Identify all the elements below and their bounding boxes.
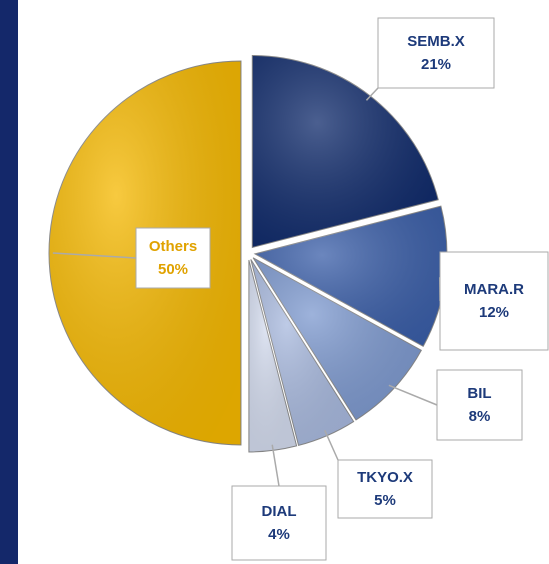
leader-line xyxy=(388,384,438,406)
label-box xyxy=(337,459,433,519)
leader-line xyxy=(52,252,137,259)
slice-value: 4% xyxy=(268,526,290,543)
slice-label: SEMB.X xyxy=(407,33,465,50)
slice-value: 12% xyxy=(479,304,509,321)
slice-shine xyxy=(254,206,447,347)
slice-value: 5% xyxy=(374,492,396,509)
leader-line xyxy=(324,430,339,461)
label-box xyxy=(439,251,549,351)
label-box xyxy=(231,485,327,561)
slice-label: Others xyxy=(149,238,197,255)
side-bar xyxy=(0,0,18,564)
slice-label: BIL xyxy=(467,385,491,402)
slice-label: TKYO.X xyxy=(357,469,413,486)
label-box xyxy=(436,369,523,441)
label-box xyxy=(377,17,495,89)
slice-label: MARA.R xyxy=(464,281,524,298)
slice-shine xyxy=(248,259,297,452)
slice-value: 21% xyxy=(421,56,451,73)
slice-label: DIAL xyxy=(262,503,297,520)
label-box xyxy=(135,227,211,289)
slice-value: 8% xyxy=(469,408,491,425)
slice-shine xyxy=(252,55,439,248)
slice-value: 50% xyxy=(158,261,188,278)
leader-line xyxy=(271,444,280,487)
slice-shine xyxy=(253,257,422,420)
leader-line xyxy=(365,87,379,101)
slice-shine xyxy=(250,259,354,446)
